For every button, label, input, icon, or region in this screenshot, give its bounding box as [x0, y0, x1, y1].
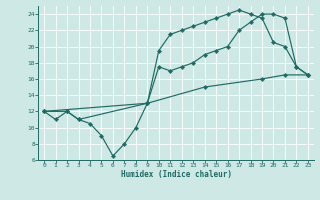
X-axis label: Humidex (Indice chaleur): Humidex (Indice chaleur)	[121, 170, 231, 179]
